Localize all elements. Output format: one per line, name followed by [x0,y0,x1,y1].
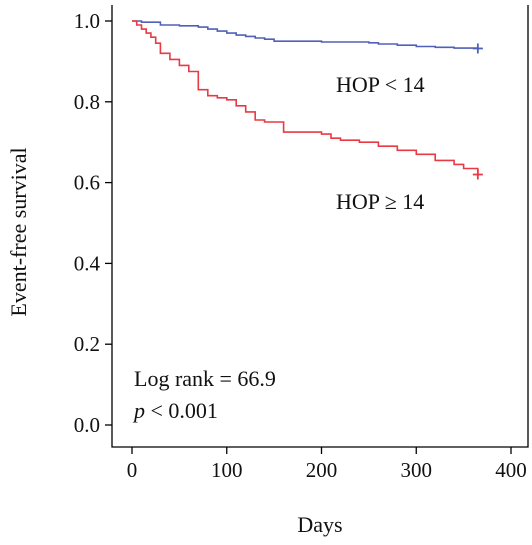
x-tick-label: 100 [211,458,243,482]
y-tick-label: 0.0 [74,413,100,437]
y-tick-label: 0.4 [74,251,101,275]
axes-frame [111,5,529,448]
survival-curve-hop-lt-14 [132,20,479,49]
censor-mark [472,43,483,54]
y-tick-label: 0.2 [74,332,100,356]
y-tick-label: 1.0 [74,9,100,33]
x-tick-label: 200 [306,458,338,482]
p-symbol: p [132,398,145,423]
label-hop-ge-14: HOP ≥ 14 [336,189,424,214]
x-tick-label: 400 [495,458,527,482]
p-value: < 0.001 [145,398,218,423]
x-tick-label: 300 [401,458,433,482]
censor-mark [472,169,483,180]
x-axis-title: Days [297,512,342,537]
p-value-annotation: p < 0.001 [132,398,218,423]
survival-curve-hop-ge-14 [132,20,479,175]
x-tick-label: 0 [127,458,138,482]
y-axis-title: Event-free survival [6,147,31,316]
log-rank-annotation: Log rank = 66.9 [134,366,276,391]
y-tick-label: 0.8 [74,90,100,114]
axes: 0.0 0.2 0.4 0.6 0.8 1.0 0 100 200 300 400 [74,5,529,482]
y-tick-label: 0.6 [74,171,100,195]
label-hop-lt-14: HOP < 14 [336,72,425,97]
plot-area [132,20,483,180]
